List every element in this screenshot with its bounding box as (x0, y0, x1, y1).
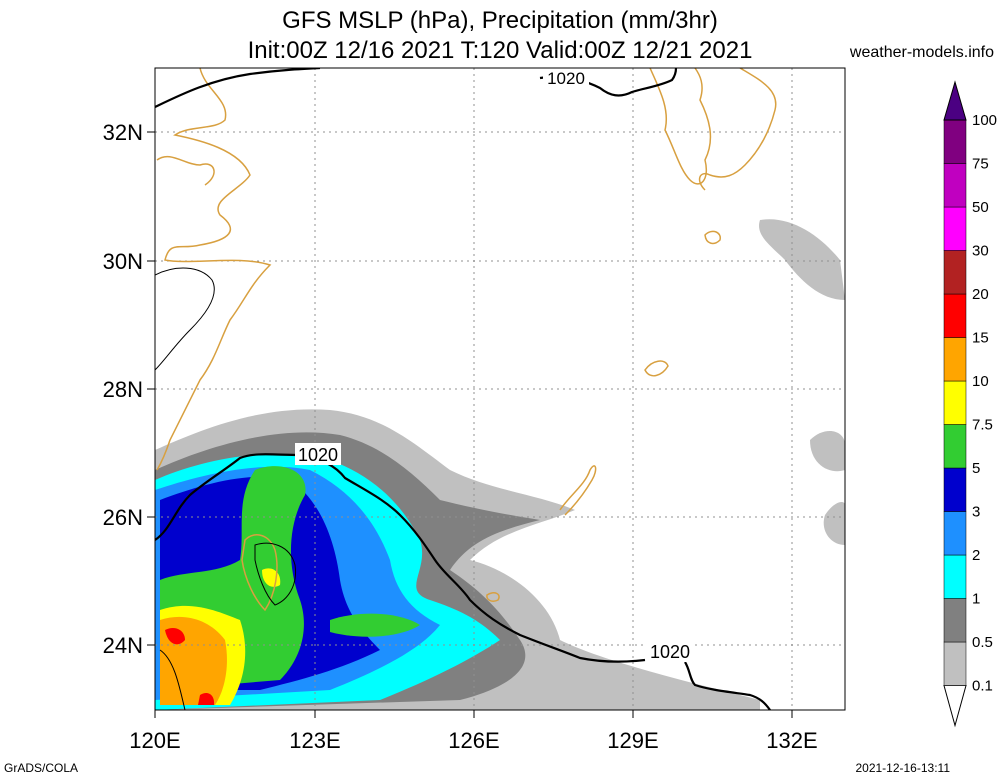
colorbar-segment (943, 641, 967, 686)
y-tick-labels: 24N 26N 28N 30N 32N (103, 120, 143, 658)
chart-title: GFS MSLP (hPa), Precipitation (mm/3hr) (282, 7, 718, 34)
isobar-label-south: 1020 (650, 642, 690, 662)
precip-0.1-patch-east3 (823, 502, 845, 545)
precipitation-shading (155, 219, 845, 710)
coast-islands-1 (704, 230, 721, 245)
border-china (155, 267, 215, 371)
x-tick-label: 132E (766, 728, 817, 753)
x-tick-labels: 120E 123E 126E 129E 132E (129, 728, 817, 753)
colorbar-segment (943, 554, 967, 599)
colorbar-segment (943, 293, 967, 338)
coastlines (156, 68, 777, 612)
colorbar-segment (943, 380, 967, 425)
coast-japan (698, 68, 777, 191)
colorbar-label: 75 (972, 156, 989, 173)
x-tick-label: 123E (289, 728, 340, 753)
coast-taiwan (241, 534, 278, 612)
y-tick-label: 24N (103, 633, 143, 658)
colorbar-segment (943, 511, 967, 556)
colorbar-label: 2 (972, 547, 980, 564)
colorbar-label: 3 (972, 504, 980, 521)
precip-15-patch (165, 628, 185, 645)
chart-subtitle: Init:00Z 12/16 2021 T:120 Valid:00Z 12/2… (247, 37, 753, 64)
colorbar-label: 0.5 (972, 634, 993, 651)
colorbar-segment (943, 206, 967, 251)
coast-islands-3 (559, 465, 597, 516)
colorbar-label: 5 (972, 460, 980, 477)
precip-5-patch (330, 613, 420, 637)
y-tick-label: 32N (103, 120, 143, 145)
colorbar-segment (943, 467, 967, 512)
coast-islet (486, 592, 500, 602)
colorbar: 0.1 0.5 1 2 3 5 7.5 10 15 20 30 50 75 100 (943, 80, 997, 728)
political-borders (155, 267, 297, 710)
colorbar-label: 10 (972, 373, 989, 390)
coast-korea (649, 68, 712, 185)
colorbar-segment (943, 163, 967, 208)
footer-credit: GrADS/COLA (4, 761, 79, 775)
colorbar-label: 1 (972, 591, 980, 608)
colorbar-label: 7.5 (972, 417, 993, 434)
colorbar-label: 20 (972, 286, 989, 303)
precip-15-patch2 (198, 693, 215, 705)
site-credit: weather-models.info (849, 44, 994, 61)
y-tick-label: 26N (103, 505, 143, 530)
colorbar-label: 0.1 (972, 678, 993, 695)
colorbar-bottom-arrow (943, 685, 967, 728)
isobar-label-group-1: 1020 (543, 68, 589, 88)
isobar-label-group-3: 1020 (647, 640, 693, 662)
coast-china-east (156, 68, 272, 471)
colorbar-top-arrow (943, 80, 967, 121)
isobar-1020-south (155, 453, 771, 710)
precip-0.1-patch-east2 (810, 430, 845, 472)
coast-bay (156, 155, 215, 186)
coast-islands-2 (644, 360, 669, 377)
colorbar-label: 15 (972, 330, 989, 347)
colorbar-segment (943, 424, 967, 469)
colorbar-label: 100 (972, 112, 997, 129)
y-tick-label: 30N (103, 249, 143, 274)
colorbar-segment (943, 250, 967, 295)
border-taiwan (254, 542, 297, 606)
isobar-label-group-2: 1020 (295, 443, 341, 465)
x-tick-label: 129E (607, 728, 658, 753)
colorbar-label: 30 (972, 243, 989, 260)
footer-timestamp: 2021-12-16-13:11 (855, 761, 950, 775)
y-tick-label: 28N (103, 377, 143, 402)
border-fujian (159, 649, 186, 710)
isobar-label-north: 1020 (547, 69, 585, 88)
colorbar-label: 50 (972, 199, 989, 216)
x-tick-label: 126E (448, 728, 499, 753)
colorbar-segment (943, 598, 967, 643)
colorbar-segment (943, 337, 967, 382)
x-tick-label: 120E (129, 728, 180, 753)
isobar-label-center: 1020 (298, 445, 338, 465)
axis-ticks (147, 131, 793, 718)
precip-0.1-patch-east (759, 219, 845, 300)
colorbar-segment (943, 119, 967, 164)
